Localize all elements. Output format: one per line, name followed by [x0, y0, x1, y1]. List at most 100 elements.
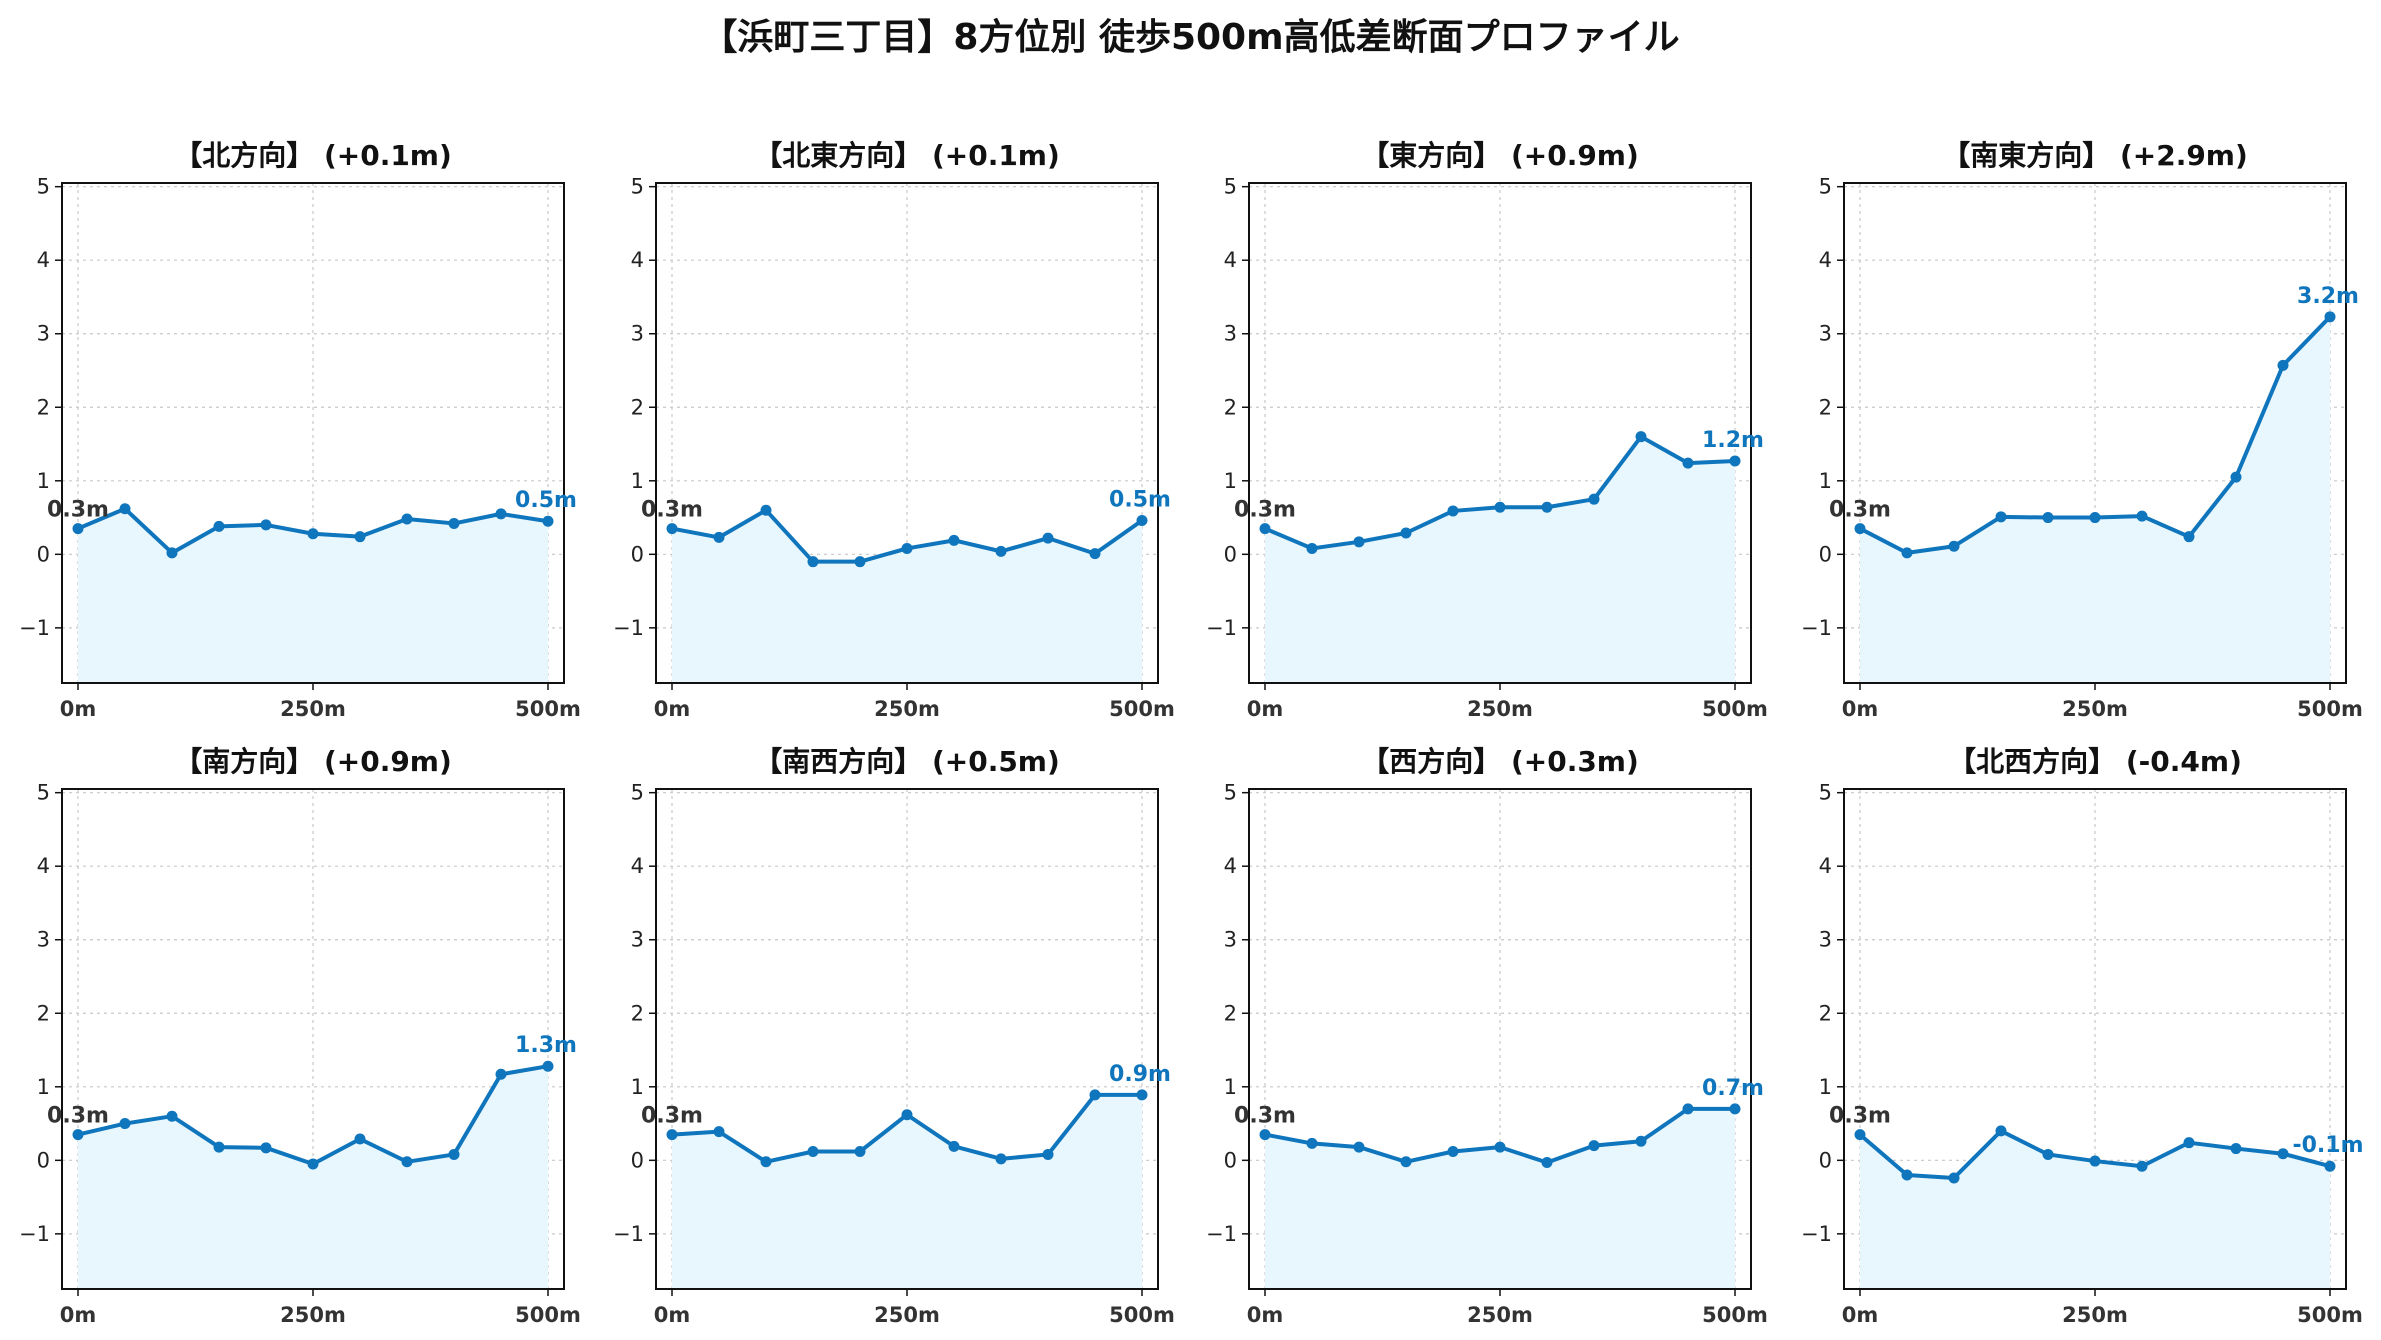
data-point [2230, 1143, 2242, 1155]
data-point [448, 517, 460, 529]
y-tick-label: −1 [613, 1222, 644, 1246]
y-tick-label: 1 [37, 1075, 50, 1099]
data-point [1494, 501, 1506, 513]
panel-title: 【北東方向】 (+0.1m) [754, 139, 1060, 172]
data-point [854, 556, 866, 568]
data-point [1729, 1103, 1741, 1115]
x-tick-label: 0m [60, 1303, 97, 1327]
data-point [1042, 532, 1054, 544]
y-tick-label: 0 [1819, 1148, 1832, 1172]
x-tick-label: 0m [1247, 697, 1284, 721]
data-point [542, 515, 554, 527]
y-tick-label: 3 [37, 322, 50, 346]
data-point [72, 1129, 84, 1141]
y-tick-label: 1 [1224, 469, 1237, 493]
x-tick-label: 250m [2062, 697, 2128, 721]
data-point [213, 1141, 225, 1153]
y-tick-label: 1 [37, 469, 50, 493]
data-point [2183, 531, 2195, 543]
data-point [713, 1126, 725, 1138]
y-tick-label: 4 [1819, 854, 1832, 878]
data-point [354, 1133, 366, 1145]
y-tick-label: 1 [1224, 1075, 1237, 1099]
data-point [260, 1142, 272, 1154]
data-point [948, 534, 960, 546]
y-tick-label: 3 [37, 928, 50, 952]
y-tick-label: 4 [1224, 854, 1237, 878]
data-point [666, 523, 678, 535]
data-point [2324, 1160, 2336, 1172]
y-tick-label: 2 [1224, 395, 1237, 419]
y-tick-label: 2 [37, 1001, 50, 1025]
data-point [1447, 505, 1459, 517]
data-point [119, 503, 131, 515]
y-tick-label: 5 [631, 781, 644, 805]
y-tick-label: 3 [631, 322, 644, 346]
area-fill [672, 1094, 1142, 1289]
panel-2: 【北東方向】 (+0.1m) −1 0 1 2 3 4 5 0m 250m 500m 0.3m 0.5m [613, 139, 1175, 721]
y-tick-label: 5 [37, 781, 50, 805]
y-tick-label: 2 [1819, 395, 1832, 419]
x-tick-label: 0m [1247, 1303, 1284, 1327]
data-point [166, 1110, 178, 1122]
y-tick-label: 4 [1819, 248, 1832, 272]
panel-8: 【北西方向】 (-0.4m) −1 0 1 2 3 4 5 0m 250m 500m 0.3m -0.1… [1801, 745, 2363, 1327]
y-tick-label: 2 [37, 395, 50, 419]
y-tick-label: 0 [37, 1148, 50, 1172]
x-tick-label: 250m [2062, 1303, 2128, 1327]
page-title: 【浜町三丁目】8方位別 徒歩500m高低差断面プロファイル [701, 17, 1680, 58]
data-point [1682, 1103, 1694, 1115]
y-tick-label: 4 [1224, 248, 1237, 272]
area-fill [1265, 436, 1735, 683]
data-point [2136, 510, 2148, 522]
y-tick-label: 4 [631, 854, 644, 878]
x-tick-label: 500m [1702, 1303, 1768, 1327]
area-fill [78, 1066, 548, 1289]
x-tick-label: 500m [1702, 697, 1768, 721]
area-fill [1860, 1130, 2330, 1289]
y-tick-label: 2 [1819, 1001, 1832, 1025]
data-point [2089, 512, 2101, 524]
x-tick-label: 500m [515, 1303, 581, 1327]
data-point [854, 1146, 866, 1157]
data-point [1635, 431, 1647, 443]
data-point [2136, 1160, 2148, 1172]
y-tick-label: 0 [1819, 542, 1832, 566]
data-point [1494, 1141, 1506, 1153]
panel-title: 【東方向】 (+0.9m) [1361, 139, 1639, 172]
area-fill [1265, 1108, 1735, 1289]
x-tick-label: 500m [2297, 697, 2363, 721]
data-point [1306, 1137, 1318, 1149]
data-point [666, 1129, 678, 1141]
end-elevation-label: 3.2m [2297, 284, 2359, 309]
data-point [1541, 501, 1553, 513]
x-tick-label: 250m [874, 1303, 940, 1327]
x-tick-label: 0m [1842, 697, 1879, 721]
end-elevation-label: 0.5m [1109, 488, 1171, 513]
data-point [713, 531, 725, 543]
area-fill [1860, 316, 2330, 683]
data-point [1901, 547, 1913, 559]
data-point [2042, 512, 2054, 524]
data-point [1635, 1135, 1647, 1147]
data-point [760, 1156, 772, 1168]
data-point [760, 504, 772, 516]
data-point [1447, 1146, 1459, 1157]
y-tick-label: 5 [631, 175, 644, 199]
x-tick-label: 500m [515, 697, 581, 721]
data-point [307, 528, 319, 540]
y-tick-label: −1 [613, 616, 644, 640]
y-tick-label: 5 [1819, 781, 1832, 805]
data-point [948, 1140, 960, 1152]
end-elevation-label: -0.1m [2292, 1133, 2363, 1158]
y-tick-label: 1 [1819, 1075, 1832, 1099]
x-tick-label: 250m [280, 697, 346, 721]
data-point [72, 523, 84, 535]
y-tick-label: 2 [631, 395, 644, 419]
y-tick-label: 5 [1819, 175, 1832, 199]
data-point [1042, 1148, 1054, 1160]
data-point [260, 519, 272, 531]
y-tick-label: 3 [1819, 928, 1832, 952]
data-point [2183, 1137, 2195, 1149]
data-point [1353, 536, 1365, 548]
